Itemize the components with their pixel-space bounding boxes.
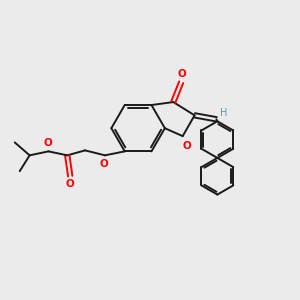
- Text: O: O: [182, 141, 191, 151]
- Text: O: O: [178, 69, 187, 79]
- Text: O: O: [66, 179, 75, 189]
- Text: O: O: [43, 138, 52, 148]
- Text: H: H: [220, 108, 227, 118]
- Text: O: O: [100, 159, 108, 169]
